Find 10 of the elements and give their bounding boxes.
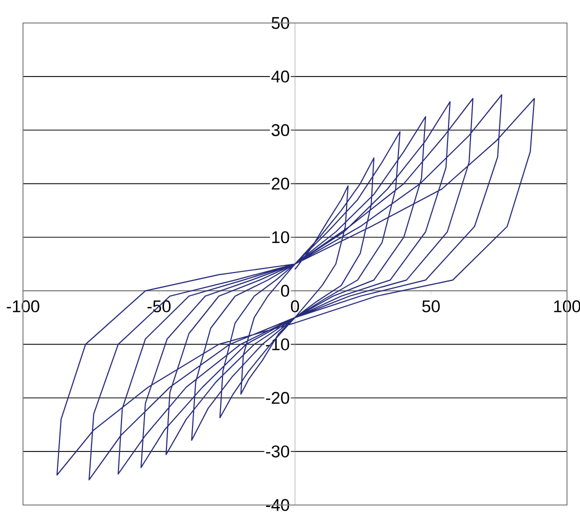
y-tick-label: 40	[271, 70, 290, 83]
x-tick-label: 50	[422, 300, 440, 312]
x-tick-label: 0	[290, 300, 300, 312]
y-tick-label: 20	[272, 178, 290, 190]
y-tick-label: -20	[266, 392, 290, 404]
x-tick-label: 100	[554, 300, 580, 312]
y-tick-label: 10	[272, 231, 290, 244]
y-tick-label: 30	[272, 124, 290, 136]
y-tick-label: -30	[266, 445, 290, 458]
y-tick-label: 0	[281, 284, 290, 297]
